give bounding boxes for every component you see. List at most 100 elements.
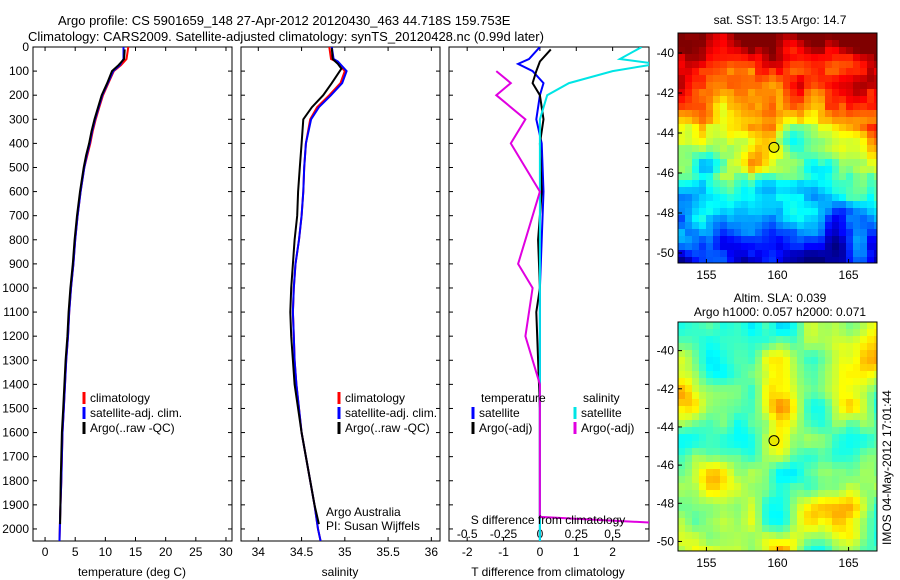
heatmap-cell: [783, 378, 791, 386]
heatmap-cell: [692, 201, 700, 209]
heatmap-cell: [692, 539, 700, 547]
heatmap-cell: [874, 406, 878, 414]
heatmap-cell: [706, 462, 714, 470]
heatmap-cell: [818, 406, 826, 414]
heatmap-cell: [804, 357, 812, 365]
heatmap-cell: [811, 392, 819, 400]
heatmap-cell: [846, 378, 854, 386]
heatmap-cell: [741, 152, 749, 160]
heatmap-cell: [846, 329, 854, 337]
y-tick-label: 500: [9, 160, 29, 174]
heatmap-cell: [706, 75, 714, 83]
heatmap-cell: [818, 75, 826, 83]
heatmap-cell: [748, 68, 756, 76]
temperature-series-lines: [58, 47, 130, 541]
heatmap-cell: [776, 462, 784, 470]
heatmap-cell: [818, 420, 826, 428]
heatmap-cell: [811, 532, 819, 540]
heatmap-cell: [720, 229, 728, 237]
heatmap-cell: [755, 483, 763, 491]
heatmap-cell: [811, 378, 819, 386]
heatmap-cell: [734, 392, 742, 400]
heatmap-cell: [720, 483, 728, 491]
heatmap-cell: [846, 82, 854, 90]
heatmap-cell: [776, 40, 784, 48]
x-tick-label: 30: [219, 545, 233, 559]
heatmap-cell: [713, 250, 721, 258]
heatmap-cell: [692, 54, 700, 62]
y-tick-label: 1800: [2, 474, 29, 488]
heatmap-cell: [846, 180, 854, 188]
heatmap-cell: [741, 110, 749, 118]
heatmap-cell: [846, 159, 854, 167]
heatmap-cell: [692, 180, 700, 188]
heatmap-cell: [874, 138, 878, 146]
heatmap-cell: [748, 131, 756, 139]
heatmap-cell: [790, 40, 798, 48]
heatmap-cell: [874, 47, 878, 55]
heatmap-cell: [860, 208, 868, 216]
heatmap-cell: [776, 159, 784, 167]
heatmap-cell: [860, 236, 868, 244]
heatmap-cell: [818, 518, 826, 526]
heatmap-cell: [769, 61, 777, 69]
heatmap-cell: [769, 89, 777, 97]
heatmap-cell: [727, 336, 735, 344]
heatmap-cell: [853, 257, 861, 264]
heatmap-cell: [825, 427, 833, 435]
heatmap-cell: [776, 434, 784, 442]
heatmap-cell: [720, 322, 728, 330]
heatmap-cell: [818, 427, 826, 435]
heatmap-cell: [825, 173, 833, 181]
heatmap-cell: [846, 75, 854, 83]
heatmap-cell: [797, 131, 805, 139]
heatmap-cell: [748, 343, 756, 351]
heatmap-cell: [818, 110, 826, 118]
heatmap-cell: [762, 194, 770, 202]
heatmap-cell: [734, 420, 742, 428]
t-difference-x-axis-label: T difference from climatology: [471, 565, 625, 579]
heatmap-cell: [776, 68, 784, 76]
heatmap-cell: [804, 33, 812, 41]
heatmap-cell: [860, 350, 868, 358]
heatmap-cell: [846, 357, 854, 365]
heatmap-cell: [783, 483, 791, 491]
heatmap-cell: [874, 194, 878, 202]
heatmap-cell: [713, 145, 721, 153]
heatmap-cell: [846, 371, 854, 379]
heatmap-cell: [727, 152, 735, 160]
heatmap-cell: [741, 89, 749, 97]
heatmap-cell: [720, 103, 728, 111]
heatmap-cell: [692, 525, 700, 533]
heatmap-cell: [839, 124, 847, 132]
heatmap-cell: [741, 68, 749, 76]
heatmap-cell: [755, 427, 763, 435]
heatmap-cell: [741, 406, 749, 414]
heatmap-cell: [790, 75, 798, 83]
heatmap-cell: [734, 138, 742, 146]
heatmap-cell: [790, 180, 798, 188]
heatmap-cell: [692, 469, 700, 477]
heatmap-cell: [769, 357, 777, 365]
heatmap-cell: [706, 61, 714, 69]
heatmap-cell: [755, 322, 763, 330]
heatmap-cell: [713, 378, 721, 386]
heatmap-cell: [783, 532, 791, 540]
heatmap-cell: [755, 138, 763, 146]
heatmap-cell: [874, 490, 878, 498]
heatmap-cell: [832, 110, 840, 118]
heatmap-cell: [769, 532, 777, 540]
heatmap-cell: [867, 518, 875, 526]
heatmap-cell: [678, 504, 686, 512]
heatmap-cell: [811, 504, 819, 512]
heatmap-cell: [748, 525, 756, 533]
heatmap-cell: [783, 357, 791, 365]
heatmap-cell: [790, 483, 798, 491]
heatmap-cell: [832, 215, 840, 223]
heatmap-cell: [832, 476, 840, 484]
heatmap-cell: [748, 103, 756, 111]
heatmap-cell: [790, 427, 798, 435]
heatmap-cell: [769, 378, 777, 386]
heatmap-cell: [734, 215, 742, 223]
heatmap-cell: [797, 257, 805, 264]
